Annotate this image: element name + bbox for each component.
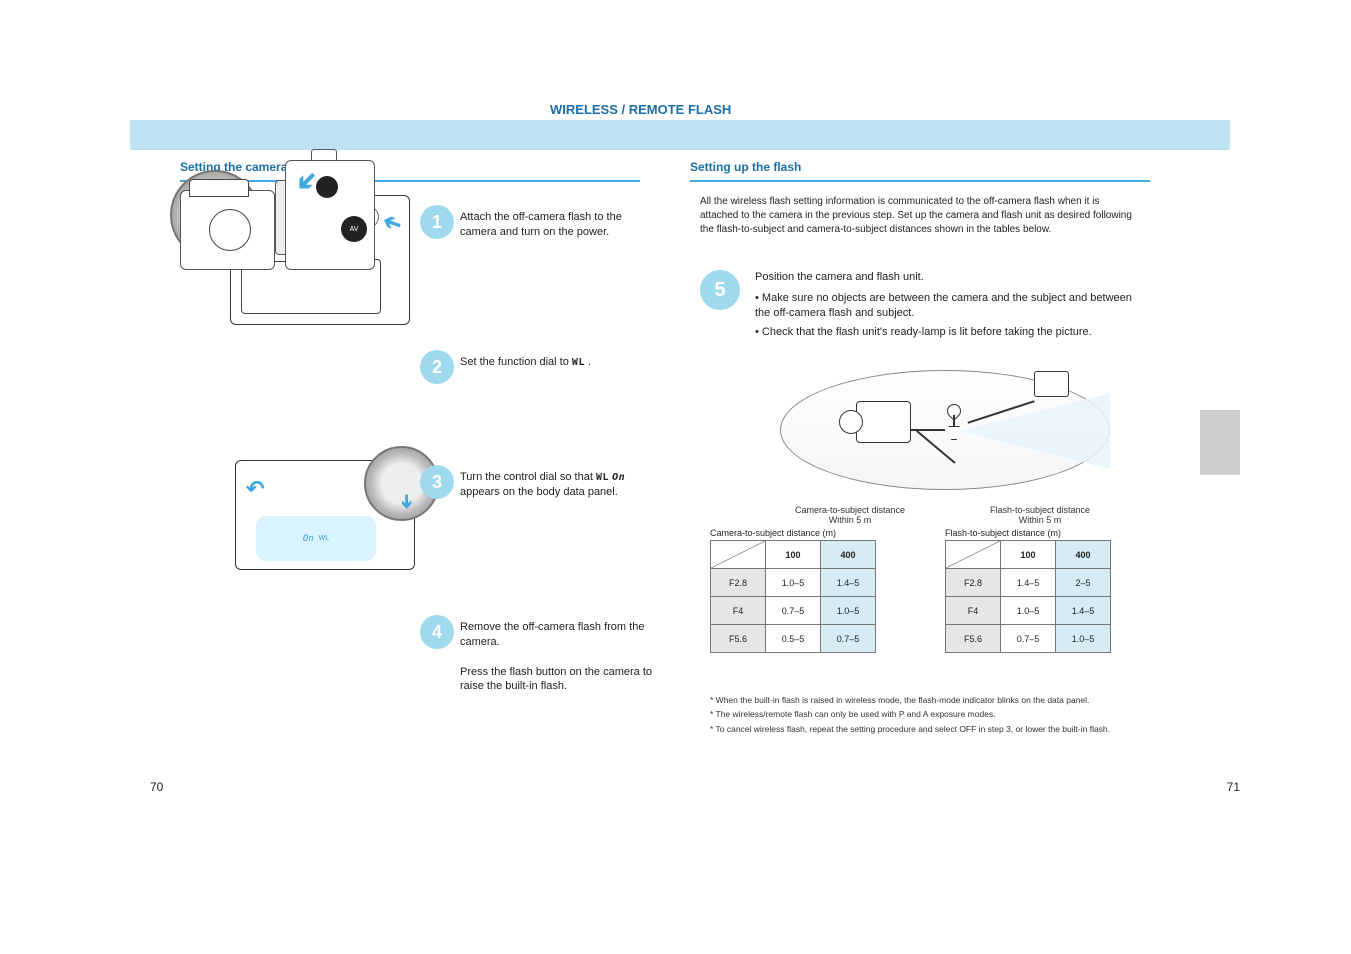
- table-header: 400: [821, 541, 876, 569]
- table-cell: 1.4–5: [1056, 597, 1111, 625]
- label-flash-to-subj: Flash-to-subject distance Within 5 m: [975, 505, 1105, 525]
- text: Set the function dial to: [460, 356, 572, 368]
- table-cell: F2.8: [711, 569, 766, 597]
- table-corner: [946, 541, 1001, 569]
- left-section-title: Setting the camera: [180, 160, 287, 174]
- table-cell: 1.0–5: [821, 597, 876, 625]
- distance-table-1: 100 400 F2.8 1.0–5 1.4–5 F4 0.7–5 1.0–5 …: [710, 540, 876, 653]
- text: • Make sure no objects are between the c…: [755, 291, 1135, 321]
- note-line: * To cancel wireless flash, repeat the s…: [710, 724, 1150, 735]
- setup-intro: All the wireless flash setting informati…: [700, 195, 1140, 237]
- step-text-4: Remove the off-camera flash from the cam…: [460, 620, 660, 694]
- table-cell: 1.0–5: [766, 569, 821, 597]
- table-cell: F5.6: [946, 625, 1001, 653]
- text: Turn the control dial so that: [460, 471, 596, 483]
- table-cell: F4: [946, 597, 1001, 625]
- table-cell: 1.4–5: [1001, 569, 1056, 597]
- text: Position the camera and flash unit.: [755, 270, 1135, 285]
- table-cell: 1.0–5: [1056, 625, 1111, 653]
- right-section-title: Setting up the flash: [690, 160, 801, 174]
- left-underline: [180, 180, 640, 182]
- table-cell: 0.7–5: [1001, 625, 1056, 653]
- text: • Check that the flash unit's ready-lamp…: [755, 325, 1135, 340]
- button-closeup-icon: ➔ AV: [285, 160, 375, 270]
- table2-caption: Flash-to-subject distance (m): [945, 528, 1061, 538]
- text: .: [588, 356, 591, 368]
- subject-icon: [941, 404, 967, 440]
- arrow-icon: ➔: [396, 494, 417, 509]
- text: Press the flash button on the camera to …: [460, 666, 652, 693]
- step-badge-1: 1: [420, 205, 454, 239]
- arrow-icon: ➔: [379, 208, 405, 239]
- table-cell: 1.4–5: [821, 569, 876, 597]
- table1-caption: Camera-to-subject distance (m): [710, 528, 836, 538]
- camera-front-icon: [180, 190, 275, 270]
- header-title: WIRELESS / REMOTE FLASH: [550, 102, 731, 117]
- note-line: * The wireless/remote flash can only be …: [710, 709, 1150, 720]
- step-badge-5: 5: [700, 270, 740, 310]
- table-cell: F4: [711, 597, 766, 625]
- table-cell: 0.7–5: [821, 625, 876, 653]
- step-text-1: Attach the off-camera flash to the camer…: [460, 210, 660, 240]
- right-underline: [690, 180, 1150, 182]
- wl-icon: WL: [572, 357, 585, 368]
- placement-diagram: [780, 370, 1110, 490]
- camera-icon: [856, 401, 911, 443]
- step-text-5: Position the camera and flash unit. • Ma…: [755, 270, 1135, 339]
- av-button-icon: AV: [341, 216, 367, 242]
- step-badge-4: 4: [420, 615, 454, 649]
- flash-unit-icon: [1034, 371, 1069, 397]
- step-text-3: Turn the control dial so that WL On appe…: [460, 470, 660, 500]
- table-header: 400: [1056, 541, 1111, 569]
- note-line: * When the built-in flash is raised in w…: [710, 695, 1150, 706]
- table-cell: F5.6: [711, 625, 766, 653]
- header-bar: [130, 120, 1230, 150]
- table-cell: 0.7–5: [766, 597, 821, 625]
- on-icon: On: [612, 472, 625, 483]
- table-header: 100: [1001, 541, 1056, 569]
- table-cell: 0.5–5: [766, 625, 821, 653]
- label-cam-to-subj: Camera-to-subject distance Within 5 m: [785, 505, 915, 525]
- left-column: Setting the camera ➔ 1 Attach the off-ca…: [180, 160, 680, 380]
- table-cell: 2–5: [1056, 569, 1111, 597]
- illus-step3: ↶ ➔ On WL: [235, 460, 415, 570]
- page-number-right: 71: [1227, 780, 1240, 830]
- arrow-icon: ↶: [246, 476, 264, 502]
- table-corner: [711, 541, 766, 569]
- notes: * When the built-in flash is raised in w…: [710, 695, 1150, 735]
- table-header: 100: [766, 541, 821, 569]
- text: appears on the body data panel.: [460, 486, 618, 498]
- lcd-panel-icon: On WL: [256, 516, 376, 561]
- distance-table-2: 100 400 F2.8 1.4–5 2–5 F4 1.0–5 1.4–5 F5…: [945, 540, 1111, 653]
- table-cell: F2.8: [946, 569, 1001, 597]
- side-tab: [1200, 410, 1240, 475]
- wl-icon: WL: [596, 472, 609, 483]
- text: Remove the off-camera flash from the cam…: [460, 621, 644, 648]
- step-badge-2: 2: [420, 350, 454, 384]
- table-cell: 1.0–5: [1001, 597, 1056, 625]
- step-text-2: Set the function dial to WL .: [460, 355, 660, 370]
- step-badge-3: 3: [420, 465, 454, 499]
- page-number-left: 70: [150, 780, 163, 830]
